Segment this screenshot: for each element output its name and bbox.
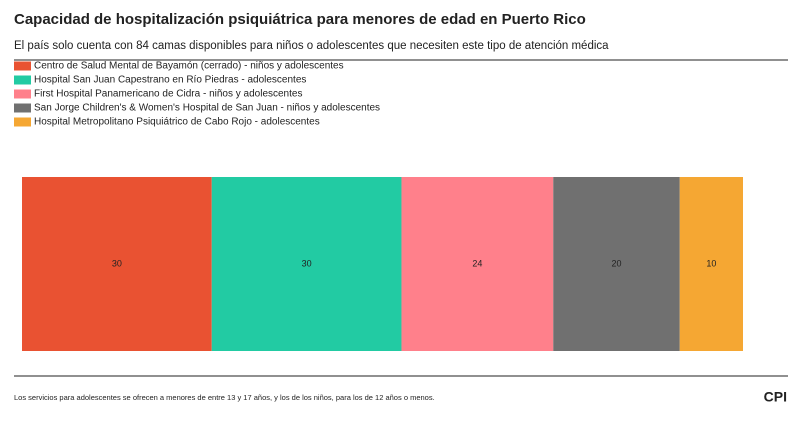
bar-segment (211, 177, 402, 351)
data-label: 20 (612, 258, 622, 268)
data-label: 30 (112, 258, 122, 268)
legend-label: San Jorge Children's & Women's Hospital … (34, 103, 380, 114)
legend-label: Hospital San Juan Capestrano en Río Pied… (34, 75, 306, 86)
data-label: 30 (302, 258, 312, 268)
data-label: 24 (472, 258, 482, 268)
legend-swatch (14, 75, 31, 85)
legend-label: Hospital Metropolitano Psiquiátrico de C… (34, 117, 320, 128)
bar-segment (553, 177, 680, 351)
legend-label: Centro de Salud Mental de Bayamón (cerra… (34, 61, 344, 72)
bar-segment (679, 177, 743, 351)
legend-swatch (14, 89, 31, 99)
bar-segment (401, 177, 554, 351)
logo: CPI (764, 389, 787, 405)
chart-subtitle: El país solo cuenta con 84 camas disponi… (14, 40, 609, 52)
data-label: 10 (706, 258, 716, 268)
legend-swatch (14, 61, 31, 71)
legend-swatch (14, 103, 31, 113)
legend-swatch (14, 117, 31, 127)
footnote: Los servicios para adolescentes se ofrec… (14, 393, 435, 402)
chart-title: Capacidad de hospitalización psiquiátric… (14, 11, 586, 28)
legend-label: First Hospital Panamericano de Cidra - n… (34, 89, 302, 100)
bar-segment (22, 177, 212, 351)
